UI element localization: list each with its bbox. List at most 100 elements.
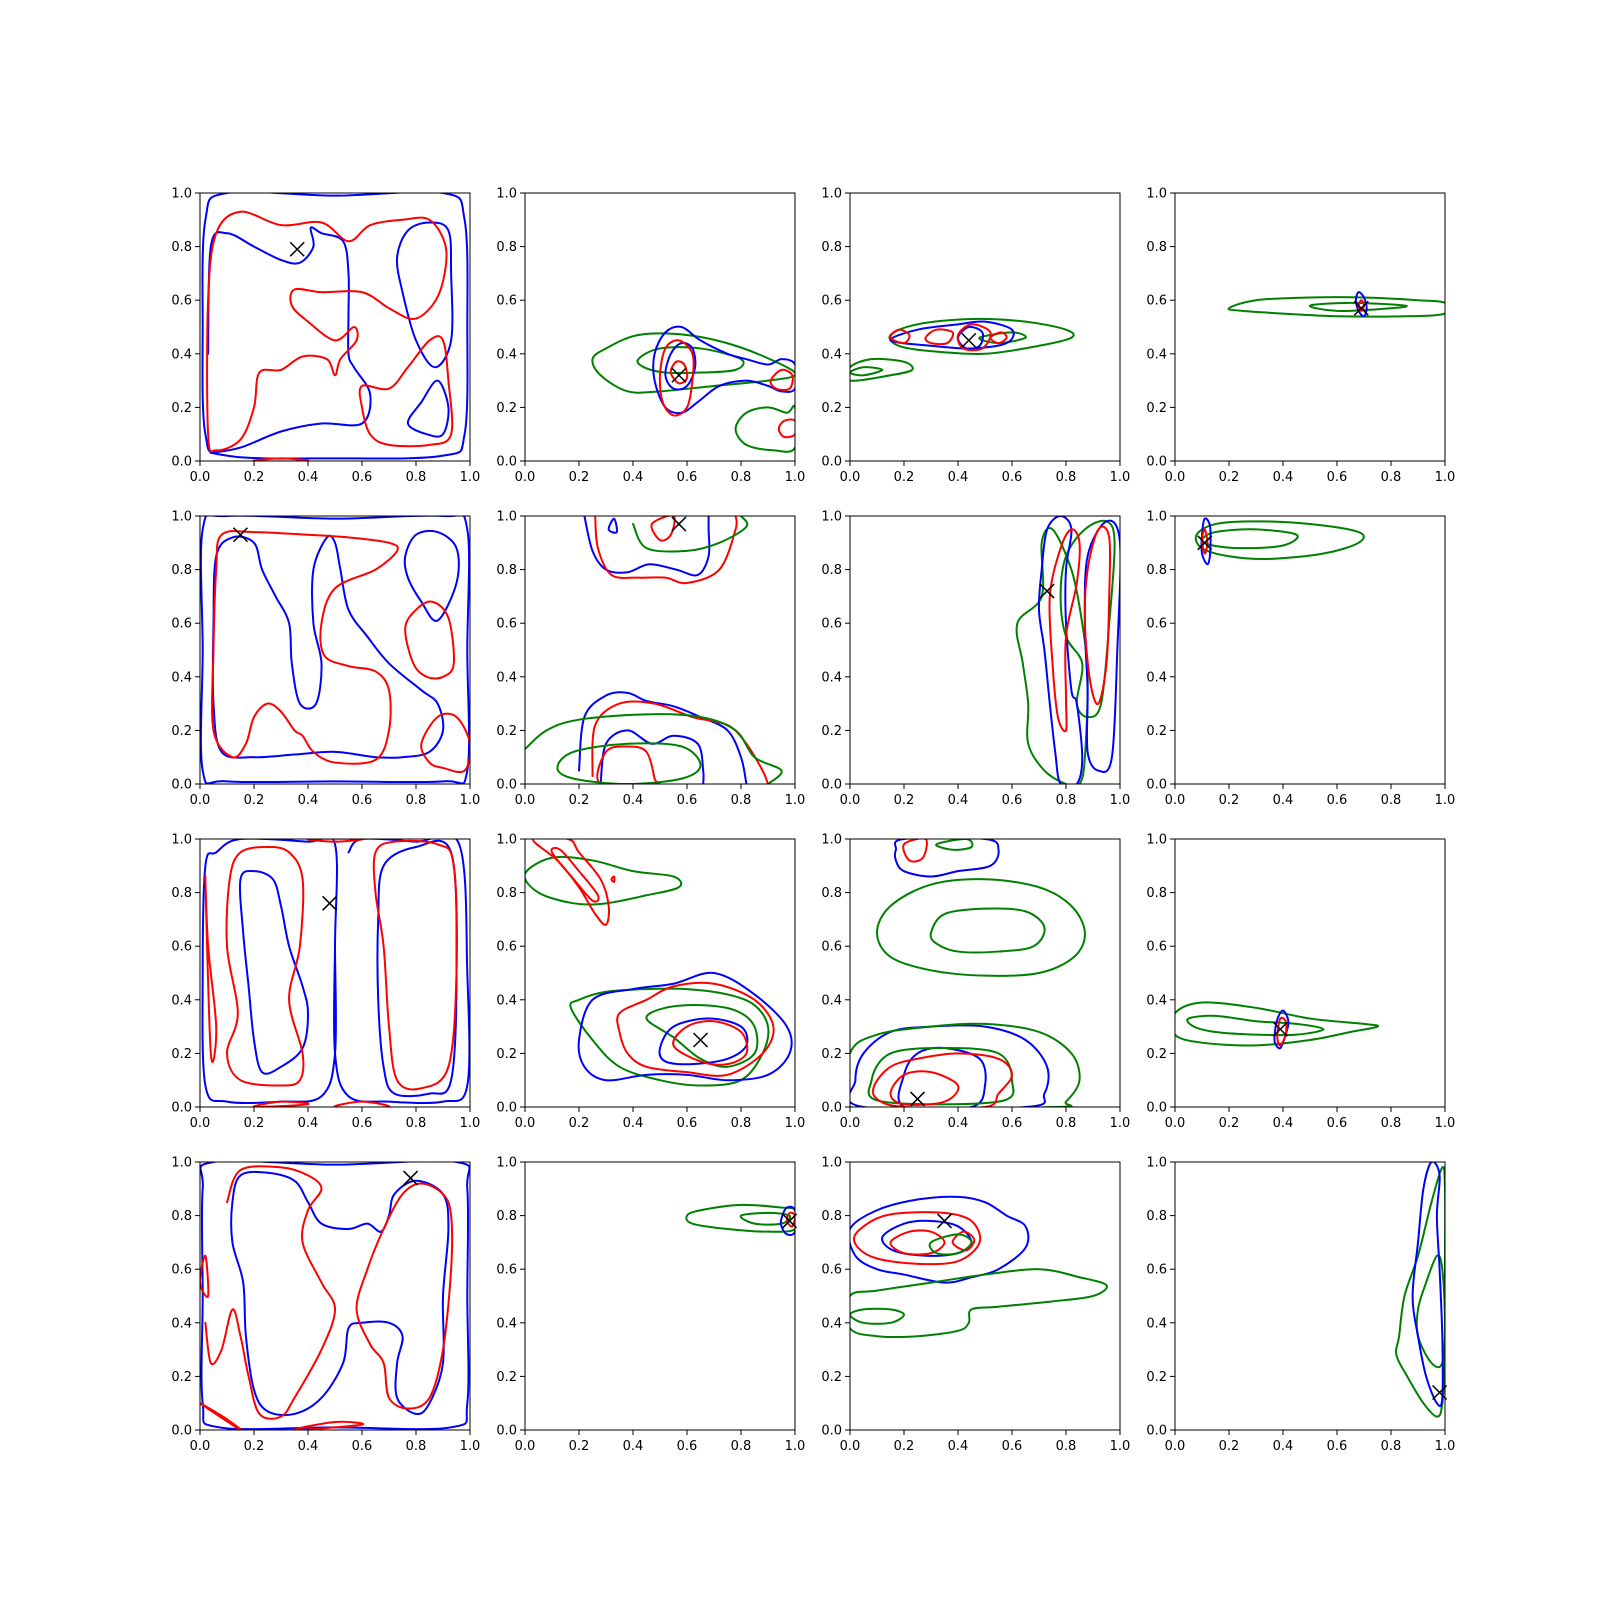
x-tick-label: 0.6 [1327, 470, 1348, 485]
x-tick-label: 0.2 [244, 1116, 265, 1131]
y-tick-label: 0.4 [171, 347, 192, 362]
x-tick-label: 1.0 [1435, 1116, 1456, 1131]
contour-line-green [850, 1022, 1081, 1107]
contour-line-red [871, 1052, 1013, 1107]
x-tick-label: 0.4 [1273, 1116, 1294, 1131]
x-tick-label: 0.2 [894, 1116, 915, 1131]
subplot-r3c1: 0.0 0.2 0.4 0.6 0.8 1.0 0.0 0.2 0.4 0.6 0.8 1.0 [171, 833, 480, 1132]
x-tick-label: 1.0 [460, 793, 481, 808]
y-tick-label: 1.0 [1146, 1156, 1167, 1171]
contour-line-green [1201, 528, 1299, 550]
y-tick-label: 1.0 [821, 1156, 842, 1171]
y-tick-label: 0.0 [496, 1101, 517, 1116]
x-marker [909, 1091, 926, 1107]
contour-line-green [734, 404, 795, 453]
y-tick-label: 0.8 [821, 240, 842, 255]
contour-group [1227, 291, 1445, 318]
x-tick-label: 0.4 [298, 1116, 319, 1131]
contour-line-green [929, 907, 1046, 954]
contour-line-blue [1037, 516, 1084, 784]
contour-line-blue [207, 226, 372, 454]
y-tick-label: 0.6 [171, 617, 192, 632]
y-tick-label: 0.2 [1146, 401, 1167, 416]
contour-line-red [777, 418, 795, 439]
contour-line-red [1048, 528, 1081, 733]
subplot-r1c4: 0.0 0.2 0.4 0.6 0.8 1.0 0.0 0.2 0.4 0.6 0.8 1.0 [1146, 187, 1455, 486]
contour-line-red [902, 839, 928, 863]
contour-line-red [404, 600, 455, 680]
contour-line-red [658, 339, 695, 417]
contour-line-blue [238, 869, 309, 1075]
contour-line-red [989, 331, 1008, 345]
y-tick-label: 0.2 [171, 1047, 192, 1062]
contour-line-green [632, 516, 749, 553]
y-tick-label: 0.0 [1146, 778, 1167, 793]
x-tick-label: 0.4 [623, 793, 644, 808]
contour-group [525, 839, 793, 1087]
contour-line-green [525, 713, 783, 784]
contour-line-red [252, 457, 310, 461]
x-tick-label: 0.0 [515, 793, 536, 808]
y-tick-label: 0.8 [821, 886, 842, 901]
x-tick-label: 1.0 [1110, 1439, 1131, 1454]
contour-line-green [645, 1004, 759, 1068]
x-tick-label: 0.0 [1165, 1439, 1186, 1454]
contour-line-red [596, 745, 660, 784]
x-tick-label: 0.6 [677, 470, 698, 485]
y-tick-label: 1.0 [821, 187, 842, 202]
contour-line-blue [956, 325, 985, 350]
contour-line-blue [201, 839, 338, 1105]
subplot-r2c1: 0.0 0.2 0.4 0.6 0.8 1.0 0.0 0.2 0.4 0.6 0.8 1.0 [171, 510, 480, 809]
x-marker [232, 527, 249, 543]
x-tick-label: 0.4 [948, 1116, 969, 1131]
contour-line-blue [200, 516, 470, 784]
y-tick-label: 0.4 [171, 993, 192, 1008]
contour-group [850, 839, 1086, 1107]
y-tick-label: 1.0 [1146, 510, 1167, 525]
y-tick-label: 0.0 [171, 1101, 192, 1116]
axes-frame [1174, 192, 1446, 462]
contour-line-green [1175, 1001, 1380, 1047]
x-tick-label: 0.2 [569, 793, 590, 808]
x-tick-label: 0.0 [515, 1439, 536, 1454]
x-tick-label: 1.0 [1110, 793, 1131, 808]
x-tick-label: 1.0 [1435, 470, 1456, 485]
contour-line-blue [850, 1195, 1030, 1284]
x-tick-label: 0.8 [1056, 1439, 1077, 1454]
contour-line-blue [583, 516, 711, 577]
x-tick-label: 0.4 [298, 1439, 319, 1454]
y-tick-label: 0.8 [496, 1209, 517, 1224]
x-tick-label: 0.6 [352, 1116, 373, 1131]
contour-group [850, 317, 1075, 382]
x-tick-label: 0.8 [406, 1116, 427, 1131]
contour-group [525, 516, 783, 784]
subplot-r3c3: 0.0 0.2 0.4 0.6 0.8 1.0 0.0 0.2 0.4 0.6 0.8 1.0 [821, 833, 1130, 1132]
y-tick-label: 0.0 [496, 455, 517, 470]
x-tick-label: 1.0 [1110, 470, 1131, 485]
x-tick-label: 0.0 [840, 1439, 861, 1454]
x-tick-label: 0.2 [1219, 1439, 1240, 1454]
contour-line-blue [201, 193, 469, 460]
y-tick-label: 0.8 [1146, 240, 1167, 255]
x-tick-label: 0.4 [623, 1439, 644, 1454]
x-tick-label: 0.8 [1056, 1116, 1077, 1131]
contour-line-red [306, 839, 364, 843]
y-tick-label: 0.0 [821, 1424, 842, 1439]
contour-line-green [1186, 1014, 1325, 1037]
x-marker [289, 241, 305, 257]
contour-line-red [355, 1182, 454, 1410]
x-tick-label: 0.2 [569, 470, 590, 485]
y-tick-label: 1.0 [171, 1156, 192, 1171]
x-tick-label: 0.6 [352, 470, 373, 485]
contour-line-red [650, 516, 676, 542]
contour-line-red [550, 846, 600, 903]
y-tick-label: 0.6 [171, 940, 192, 955]
y-tick-label: 0.2 [171, 401, 192, 416]
contour-line-red [610, 875, 616, 883]
x-tick-label: 1.0 [1435, 793, 1456, 808]
y-tick-label: 0.4 [821, 670, 842, 685]
contour-line-red [672, 1020, 749, 1066]
y-tick-label: 0.8 [171, 563, 192, 578]
x-marker [1272, 1021, 1288, 1037]
x-tick-label: 0.2 [569, 1116, 590, 1131]
